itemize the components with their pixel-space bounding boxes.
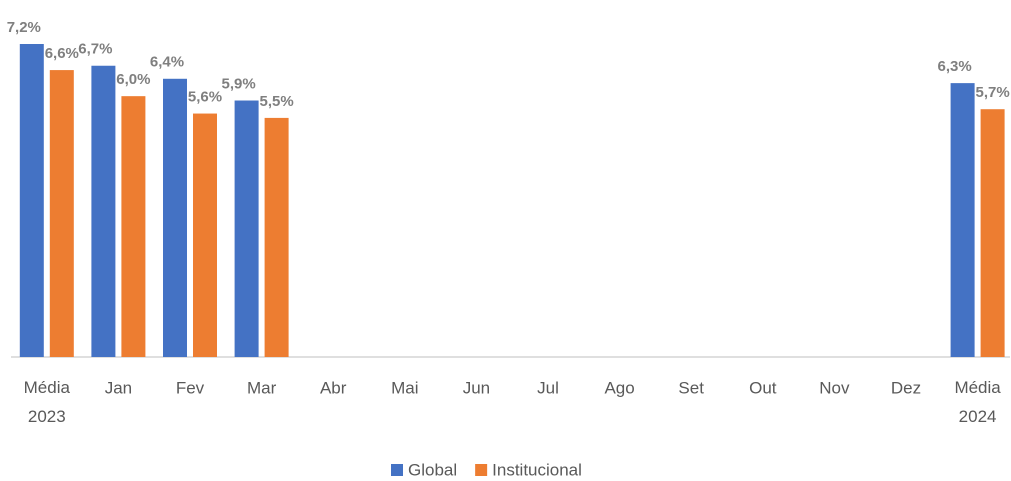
x-tick-label: Média 2024 — [954, 378, 1001, 426]
legend-swatch — [475, 464, 488, 476]
data-label: 6,6% — [45, 45, 79, 62]
x-tick-label: Fev — [176, 378, 205, 397]
data-label: 6,7% — [78, 41, 112, 58]
x-tick-label: Jan — [105, 378, 132, 397]
x-tick-label: Jun — [463, 378, 490, 397]
data-label: 5,7% — [975, 84, 1009, 101]
x-tick-label: Out — [749, 378, 777, 397]
bar — [19, 44, 44, 357]
x-tick-label: Mai — [391, 378, 418, 397]
bar — [121, 96, 146, 358]
bar — [950, 83, 975, 357]
x-tick-label: Mar — [247, 378, 277, 397]
data-label: 6,3% — [937, 58, 971, 75]
bar — [234, 100, 259, 357]
x-tick-label: Ago — [604, 378, 634, 397]
legend-label: Global — [408, 460, 457, 479]
bar — [49, 70, 74, 357]
x-tick-label: Nov — [819, 378, 850, 397]
legend-swatch — [391, 464, 403, 476]
data-label: 6,0% — [116, 71, 150, 88]
x-tick-label: Set — [678, 378, 704, 397]
data-label: 5,5% — [259, 93, 293, 110]
bar — [91, 65, 116, 357]
bar — [264, 117, 289, 358]
data-label: 7,2% — [7, 19, 41, 36]
data-label: 6,4% — [150, 54, 184, 71]
x-tick-label: Abr — [320, 378, 347, 397]
legend-label: Institucional — [492, 460, 582, 479]
data-label: 5,9% — [221, 75, 255, 92]
x-tick-label: Dez — [891, 378, 921, 397]
bar — [163, 78, 187, 358]
bar — [193, 113, 217, 357]
x-tick-label: Média 2023 — [24, 378, 71, 426]
data-label: 5,6% — [188, 89, 222, 106]
bar — [980, 109, 1005, 357]
x-tick-label: Jul — [537, 378, 559, 397]
